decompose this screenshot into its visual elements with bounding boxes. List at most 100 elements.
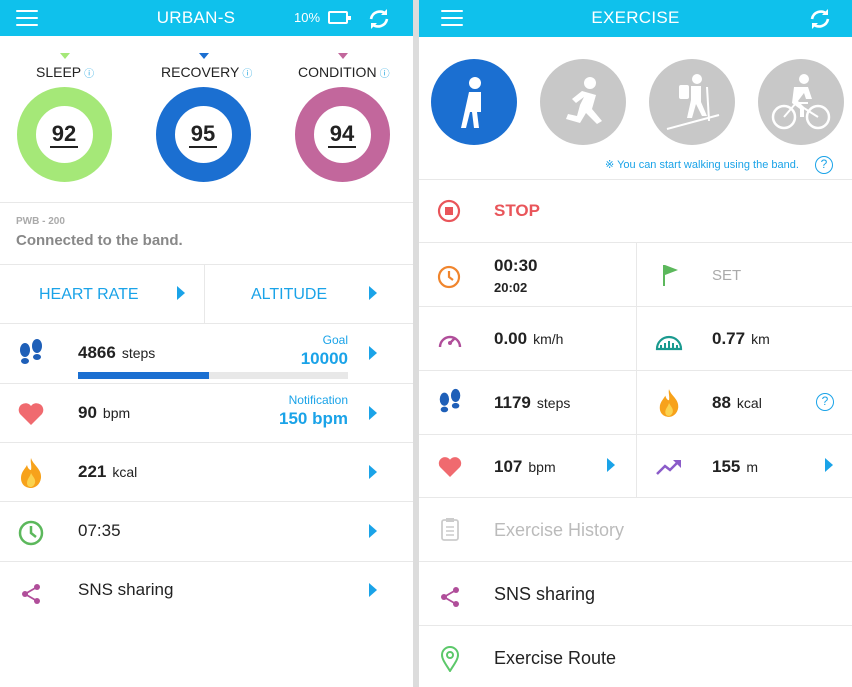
cycling-icon [771,74,831,130]
calories-value: 221 kcal [78,462,138,481]
battery-percent: 10% [294,10,321,25]
cycling-mode-button[interactable] [758,59,844,145]
altitude-value: 155 m [712,457,759,476]
arrow-right-icon [177,286,185,300]
sns-sharing-label: SNS sharing [494,584,596,604]
notification-label: Notification [288,393,348,407]
exercise-screen: EXERCISE [419,0,852,687]
app-title: URBAN-S [156,8,236,27]
heart-rate-value: 107 bpm [494,457,556,476]
goal-value: 10000 [300,349,348,368]
device-model: PWB - 200 [16,216,65,227]
speed-value: 0.00 km/h [494,329,564,348]
exercise-history-label: Exercise History [494,520,625,540]
recovery-indicator [199,53,209,59]
tab-altitude-label: ALTITUDE [251,286,328,303]
top-bar: URBAN-S 10% [0,0,413,36]
tab-heart-rate[interactable]: HEART RATE [0,265,204,323]
hiking-mode-button[interactable] [649,59,735,145]
timer-elapsed: 00:30 [494,256,538,275]
running-mode-button[interactable] [540,59,626,145]
stop-icon [437,199,461,223]
clipboard-icon [441,518,459,541]
arrow-right-icon [607,458,615,472]
arrow-right-icon [369,406,377,420]
flame-icon [659,389,679,417]
trend-up-icon [656,460,681,475]
calories-cell: 88 kcal ? [637,371,852,434]
menu-icon[interactable] [16,10,38,26]
menu-icon[interactable] [441,10,463,26]
sns-sharing-row[interactable]: SNS sharing [0,562,413,620]
heart-rate-cell[interactable]: 107 bpm [419,435,636,497]
tab-heart-rate-label: HEART RATE [39,286,139,303]
info-icon[interactable]: ⓘ [84,69,95,80]
flame-icon [21,458,42,488]
calories-row[interactable]: 221 kcal [0,443,413,501]
top-bar: EXERCISE [419,0,852,37]
info-icon[interactable]: ⓘ [242,69,253,80]
recovery-label: RECOVERY ⓘ [161,64,253,80]
timer-cell: 00:30 20:02 [419,243,636,306]
heart-rate-value: 90 bpm [78,403,131,422]
condition-indicator [338,53,348,59]
exercise-route-row[interactable]: Exercise Route [419,626,852,687]
info-icon[interactable]: ⓘ [379,69,390,80]
walking-mode-button[interactable] [431,59,517,145]
steps-cell: 1179 steps [419,371,636,434]
footsteps-icon [20,339,42,364]
urban-s-screen: URBAN-S 10% SLEEP ⓘ 92 RECOVERY ⓘ 95 CONDI… [0,0,413,687]
sleep-time-row[interactable]: 07:35 [0,502,413,561]
timer-clock: 20:02 [494,280,528,295]
notification-value: 150 bpm [279,409,348,428]
set-label: SET [712,267,742,284]
sync-icon[interactable] [808,7,832,31]
hiking-icon [666,74,720,130]
sync-icon[interactable] [367,7,391,31]
sleep-ring[interactable] [16,86,113,183]
steps-value: 4866 steps [78,343,156,362]
stop-button[interactable]: STOP [419,180,852,242]
walking-hint: ※ You can start walking using the band. [605,159,799,171]
arrow-right-icon [369,524,377,538]
arrow-right-icon [369,286,377,300]
help-icon[interactable]: ? [816,393,834,411]
condition-ring[interactable] [294,86,391,183]
clock-icon [437,265,461,289]
speedometer-icon [438,335,462,348]
footsteps-icon [439,388,461,413]
arrow-right-icon [369,346,377,360]
sleep-time-value: 07:35 [78,521,121,540]
clock-icon [18,520,44,546]
share-icon [22,584,40,604]
screen-title: EXERCISE [591,8,680,27]
goal-label: Goal [322,333,348,347]
recovery-score: 95 [188,121,218,148]
flag-icon [663,265,678,286]
sns-sharing-label: SNS sharing [78,580,174,599]
exercise-history-row[interactable]: Exercise History [419,498,852,561]
battery-icon [328,11,351,24]
walking-icon [461,77,481,128]
sns-sharing-row[interactable]: SNS sharing [419,562,852,625]
stop-label: STOP [494,201,540,220]
set-goal-button[interactable]: SET [637,243,852,306]
heart-icon [438,457,462,477]
exercise-route-label: Exercise Route [494,648,617,668]
steps-value: 1179 steps [494,393,571,412]
calories-value: 88 kcal [712,393,762,412]
altitude-cell[interactable]: 155 m [637,435,852,497]
recovery-ring[interactable] [155,86,252,183]
sleep-label: SLEEP ⓘ [36,64,95,80]
running-icon [566,77,602,124]
help-icon[interactable]: ? [815,156,833,174]
steps-progress-fill [78,372,210,379]
heart-rate-row[interactable]: 90 bpm Notification 150 bpm [0,384,413,442]
sleep-indicator [60,53,70,59]
condition-score: 94 [327,121,357,148]
steps-progress-bar [78,372,348,379]
tab-altitude[interactable]: ALTITUDE [205,265,413,323]
distance-icon [655,335,683,351]
steps-row[interactable]: 4866 steps Goal 10000 [0,324,413,383]
location-pin-icon [441,646,459,672]
